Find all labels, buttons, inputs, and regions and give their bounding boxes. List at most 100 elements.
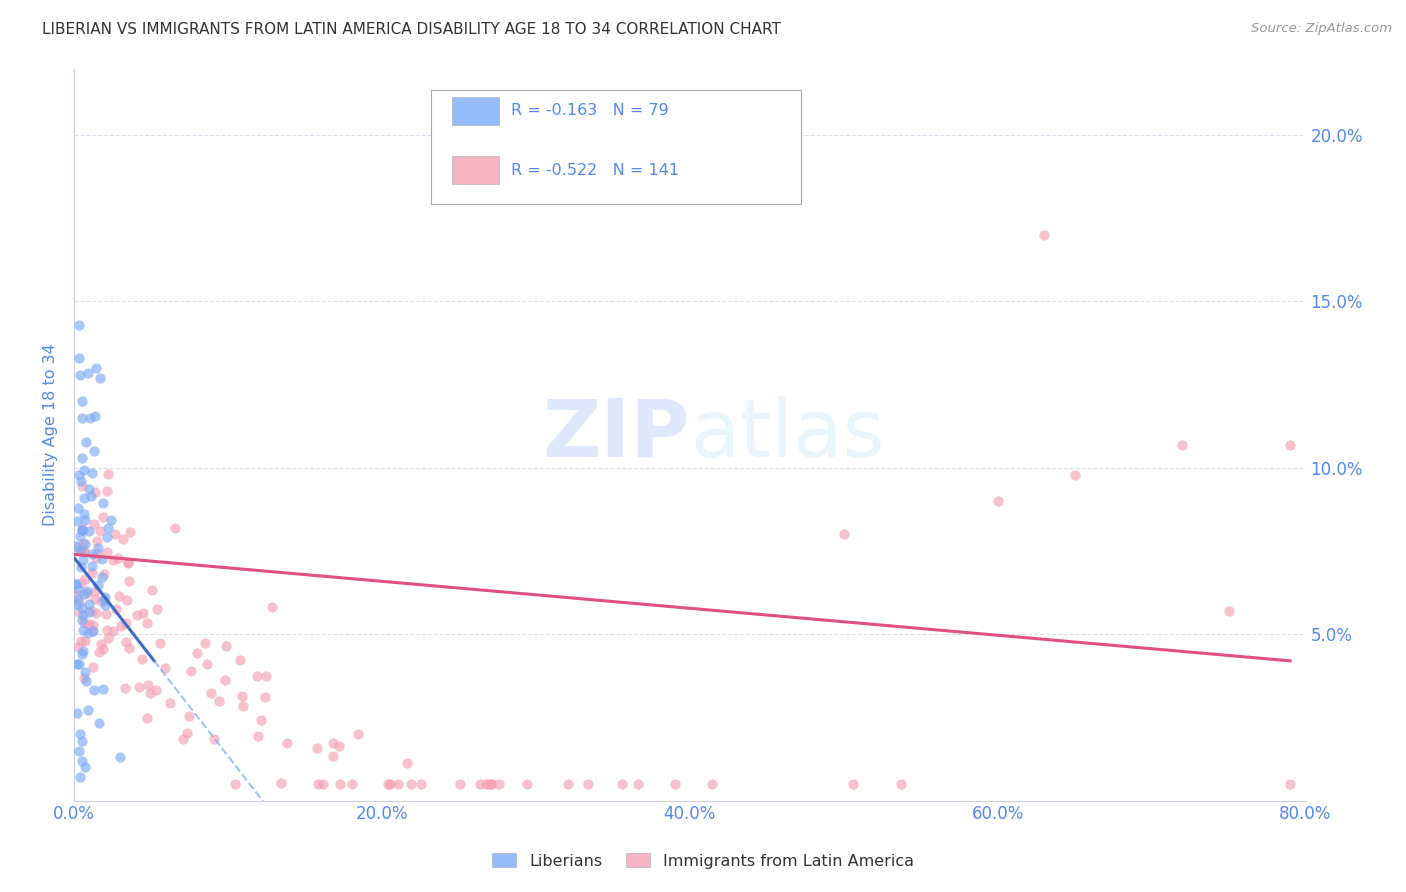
Immigrants from Latin America — [312, 777, 335, 791]
Liberians — [72, 623, 94, 637]
Liberians — [91, 681, 114, 696]
Liberians — [66, 657, 89, 672]
Immigrants from Latin America — [488, 777, 510, 791]
Immigrants from Latin America — [610, 777, 633, 791]
Immigrants from Latin America — [481, 777, 503, 791]
Immigrants from Latin America — [79, 616, 101, 631]
Liberians — [100, 513, 122, 527]
Liberians — [77, 598, 100, 612]
Liberians — [73, 491, 96, 505]
Immigrants from Latin America — [399, 777, 422, 791]
Liberians — [69, 368, 91, 382]
Liberians — [80, 547, 103, 561]
Liberians — [77, 626, 100, 640]
Text: LIBERIAN VS IMMIGRANTS FROM LATIN AMERICA DISABILITY AGE 18 TO 34 CORRELATION CH: LIBERIAN VS IMMIGRANTS FROM LATIN AMERIC… — [42, 22, 782, 37]
Immigrants from Latin America — [117, 593, 139, 607]
Immigrants from Latin America — [104, 527, 127, 541]
Immigrants from Latin America — [70, 479, 93, 493]
Immigrants from Latin America — [84, 592, 107, 607]
Immigrants from Latin America — [246, 669, 269, 683]
Immigrants from Latin America — [260, 599, 283, 614]
Liberians — [66, 514, 89, 528]
Liberians — [79, 411, 101, 425]
Immigrants from Latin America — [96, 483, 118, 498]
Immigrants from Latin America — [165, 521, 187, 535]
Liberians — [110, 750, 132, 764]
Immigrants from Latin America — [159, 697, 181, 711]
Immigrants from Latin America — [253, 690, 276, 705]
Immigrants from Latin America — [468, 777, 491, 791]
Immigrants from Latin America — [202, 732, 225, 747]
Liberians — [65, 597, 87, 611]
Immigrants from Latin America — [73, 572, 96, 586]
Immigrants from Latin America — [67, 605, 90, 619]
Immigrants from Latin America — [475, 777, 498, 791]
Immigrants from Latin America — [576, 777, 599, 791]
Liberians — [90, 570, 112, 584]
Liberians — [67, 351, 90, 365]
Immigrants from Latin America — [83, 583, 105, 598]
Liberians — [66, 706, 89, 721]
Liberians — [93, 598, 115, 612]
Immigrants from Latin America — [73, 544, 96, 558]
Liberians — [84, 409, 107, 423]
Liberians — [72, 613, 94, 627]
FancyBboxPatch shape — [432, 90, 800, 204]
Immigrants from Latin America — [83, 485, 105, 500]
Liberians — [67, 501, 90, 516]
Immigrants from Latin America — [76, 586, 98, 600]
Liberians — [69, 529, 91, 543]
Liberians — [69, 727, 91, 741]
Liberians — [75, 435, 97, 450]
Immigrants from Latin America — [90, 637, 112, 651]
Liberians — [82, 624, 104, 639]
Liberians — [65, 577, 87, 591]
Immigrants from Latin America — [841, 777, 863, 791]
Immigrants from Latin America — [450, 777, 472, 791]
Immigrants from Latin America — [117, 556, 139, 570]
Immigrants from Latin America — [72, 536, 94, 550]
Immigrants from Latin America — [702, 777, 724, 791]
Immigrants from Latin America — [112, 532, 135, 546]
Immigrants from Latin America — [67, 640, 90, 655]
Immigrants from Latin America — [89, 645, 111, 659]
Liberians — [79, 524, 101, 538]
Immigrants from Latin America — [890, 777, 912, 791]
Immigrants from Latin America — [107, 550, 129, 565]
Text: R = -0.522   N = 141: R = -0.522 N = 141 — [512, 162, 679, 178]
Liberians — [67, 592, 90, 607]
Immigrants from Latin America — [132, 607, 155, 621]
Immigrants from Latin America — [396, 756, 419, 770]
Immigrants from Latin America — [307, 777, 329, 791]
Immigrants from Latin America — [96, 545, 118, 559]
Immigrants from Latin America — [207, 694, 229, 708]
Immigrants from Latin America — [329, 777, 352, 791]
Immigrants from Latin America — [664, 777, 686, 791]
Immigrants from Latin America — [107, 589, 129, 603]
Liberians — [70, 754, 93, 768]
Immigrants from Latin America — [557, 777, 579, 791]
Immigrants from Latin America — [73, 543, 96, 558]
Immigrants from Latin America — [149, 635, 172, 649]
Immigrants from Latin America — [322, 749, 344, 764]
Immigrants from Latin America — [215, 639, 238, 653]
Immigrants from Latin America — [177, 708, 200, 723]
Liberians — [97, 521, 120, 535]
Liberians — [70, 733, 93, 747]
Immigrants from Latin America — [186, 646, 208, 660]
Immigrants from Latin America — [103, 624, 125, 638]
Immigrants from Latin America — [214, 673, 236, 688]
Text: R = -0.163   N = 79: R = -0.163 N = 79 — [512, 103, 669, 119]
Immigrants from Latin America — [104, 601, 127, 615]
Liberians — [73, 586, 96, 600]
Immigrants from Latin America — [340, 777, 363, 791]
Immigrants from Latin America — [96, 623, 118, 637]
Liberians — [72, 607, 94, 622]
Liberians — [73, 463, 96, 477]
Immigrants from Latin America — [377, 777, 399, 791]
Liberians — [76, 366, 98, 380]
Liberians — [70, 411, 93, 425]
Immigrants from Latin America — [91, 509, 114, 524]
Liberians — [83, 444, 105, 458]
Liberians — [67, 582, 90, 597]
